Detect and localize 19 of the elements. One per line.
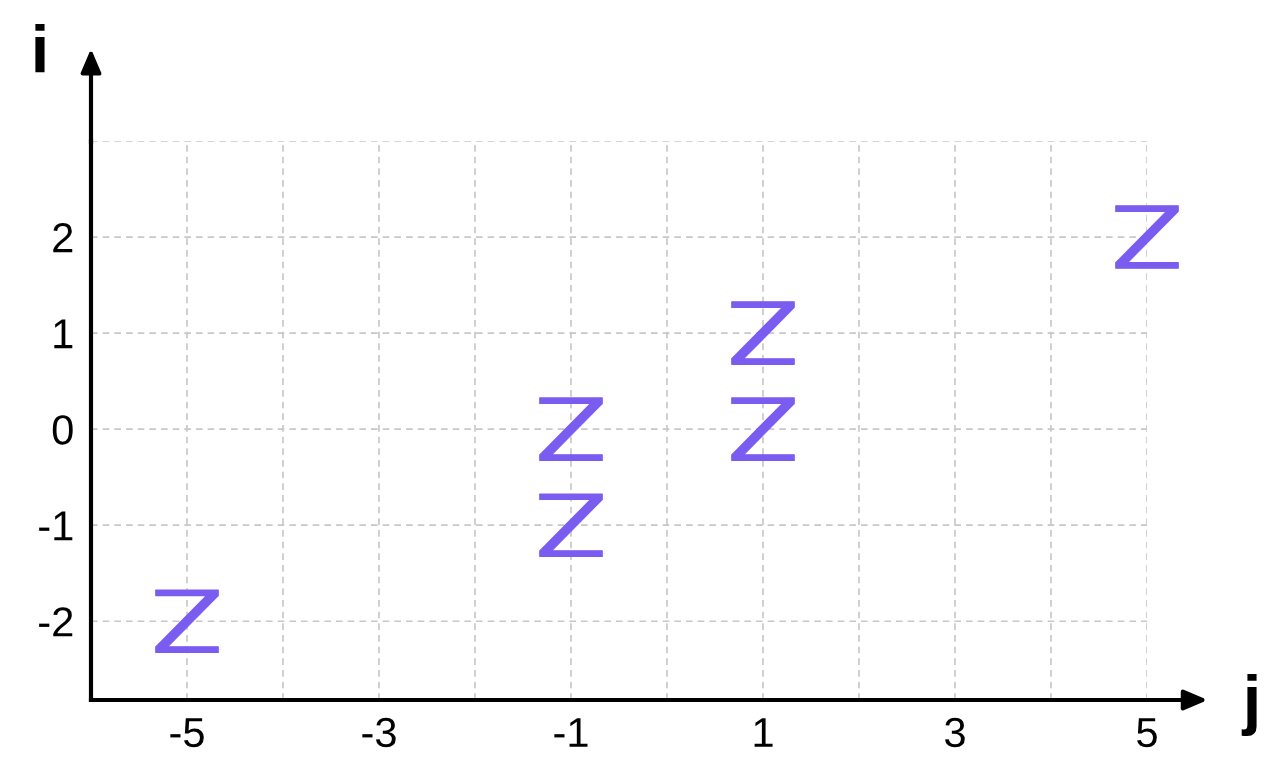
y-tick-label: -2 — [39, 607, 73, 637]
y-tick-label: 2 — [53, 223, 73, 253]
y-axis-title: i — [35, 23, 45, 73]
x-tick-label: 5 — [1137, 718, 1157, 748]
point — [1115, 205, 1179, 269]
point — [539, 493, 603, 557]
y-tick-label: 0 — [52, 415, 73, 445]
y-tick-label: -1 — [39, 511, 73, 541]
x-axis-title: j — [1241, 673, 1257, 737]
x-tick-label: -5 — [170, 718, 204, 748]
x-tick-label: 3 — [945, 717, 965, 748]
x-tick-label: 1 — [754, 718, 773, 747]
point — [539, 397, 603, 461]
point — [155, 589, 219, 654]
x-tick-label: -1 — [554, 718, 588, 747]
y-tick-label: 1 — [54, 319, 73, 349]
x-tick-label: -3 — [362, 717, 396, 748]
point — [731, 301, 795, 365]
point — [731, 397, 795, 461]
